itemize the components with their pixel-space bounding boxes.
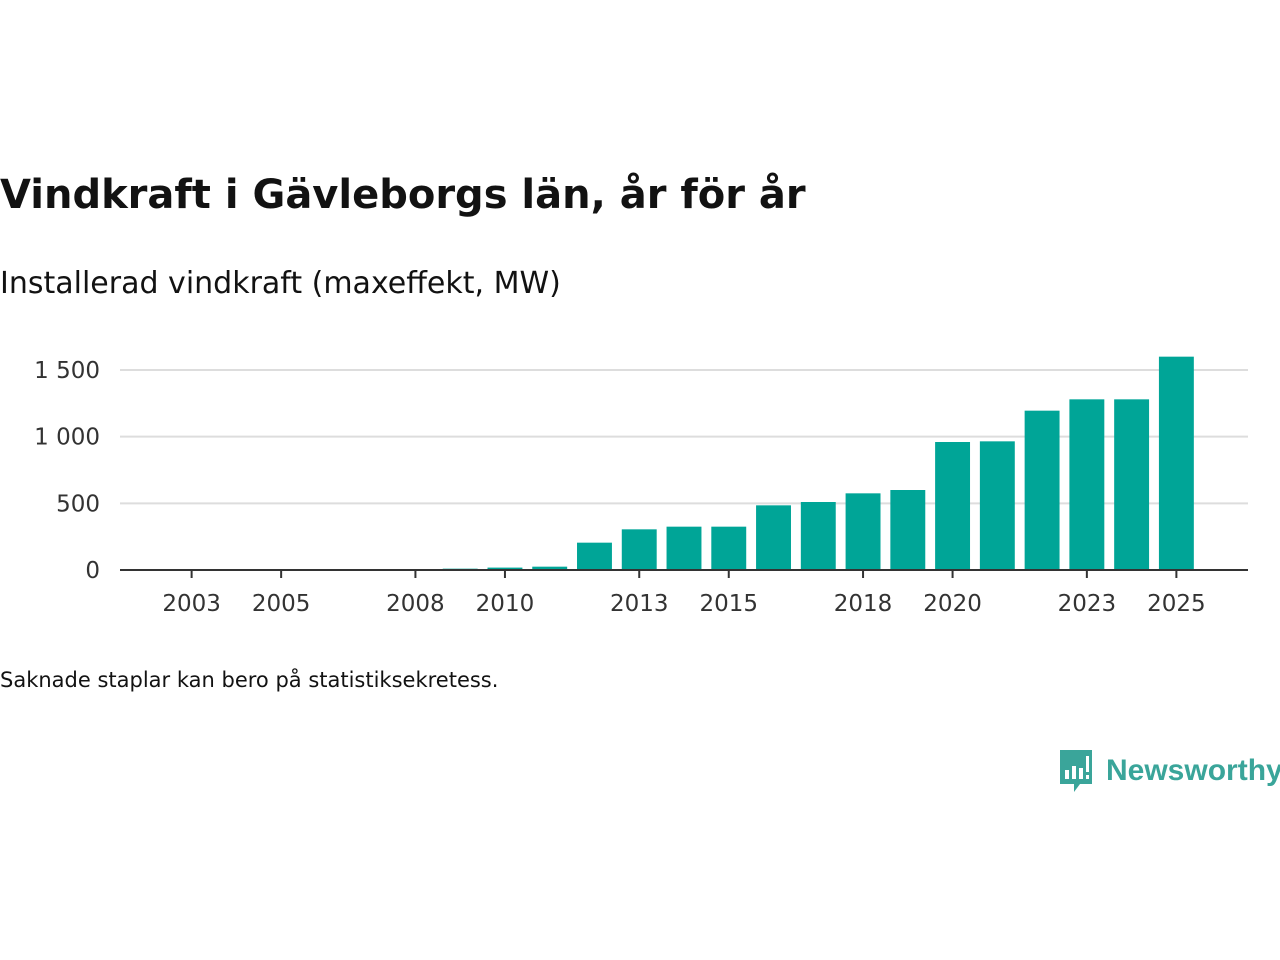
bar-2025 [1158,356,1194,570]
x-tick-label: 2023 [1058,591,1117,617]
x-tick-label: 2010 [476,591,535,617]
chart-subtitle: Installerad vindkraft (maxeffekt, MW) [0,266,561,301]
grid-lines [120,369,1248,505]
bar-2015 [711,526,747,570]
y-tick-label: 500 [56,491,100,517]
x-tick-label: 2013 [610,591,669,617]
x-tick-label: 2015 [699,591,758,617]
x-tick-label: 2003 [162,591,221,617]
footnote: Saknade staplar kan bero på statistiksek… [0,668,499,692]
brand-name: Newsworthy [1106,754,1280,787]
bar-2024 [1114,399,1150,570]
bar-2011 [532,566,568,570]
x-axis: 2003 2005 2008 2010 2013 2015 2018 2020 2023 2025 [120,569,1248,617]
newsworthy-logo-icon [1060,750,1092,792]
bar-2010 [487,567,523,570]
bar-2020 [935,442,971,570]
bar-2012 [577,542,612,570]
bar-2013 [621,529,657,570]
bar-2019 [890,490,926,570]
bar-2023 [1069,399,1105,570]
bar-2014 [666,526,702,570]
y-tick-label: 0 [85,558,100,584]
bars [174,356,1194,570]
brand-logo-link[interactable]: Newsworthy [1058,748,1280,794]
x-tick-label: 2018 [834,591,893,617]
x-tick-label: 2008 [386,591,445,617]
x-tick-label: 2020 [923,591,982,617]
y-tick-label: 1 500 [34,358,100,384]
y-tick-label: 1 000 [34,425,100,451]
bar-2021 [979,441,1015,570]
bar-2016 [756,505,791,570]
bar-2017 [800,502,836,570]
y-axis-labels: 0 500 1 000 1 500 [34,358,100,584]
chart-title: Vindkraft i Gävleborgs län, år för år [0,172,806,218]
x-tick-label: 2005 [252,591,311,617]
bar-2022 [1024,410,1060,570]
bar-2018 [845,493,881,570]
x-tick-label: 2025 [1147,591,1206,617]
